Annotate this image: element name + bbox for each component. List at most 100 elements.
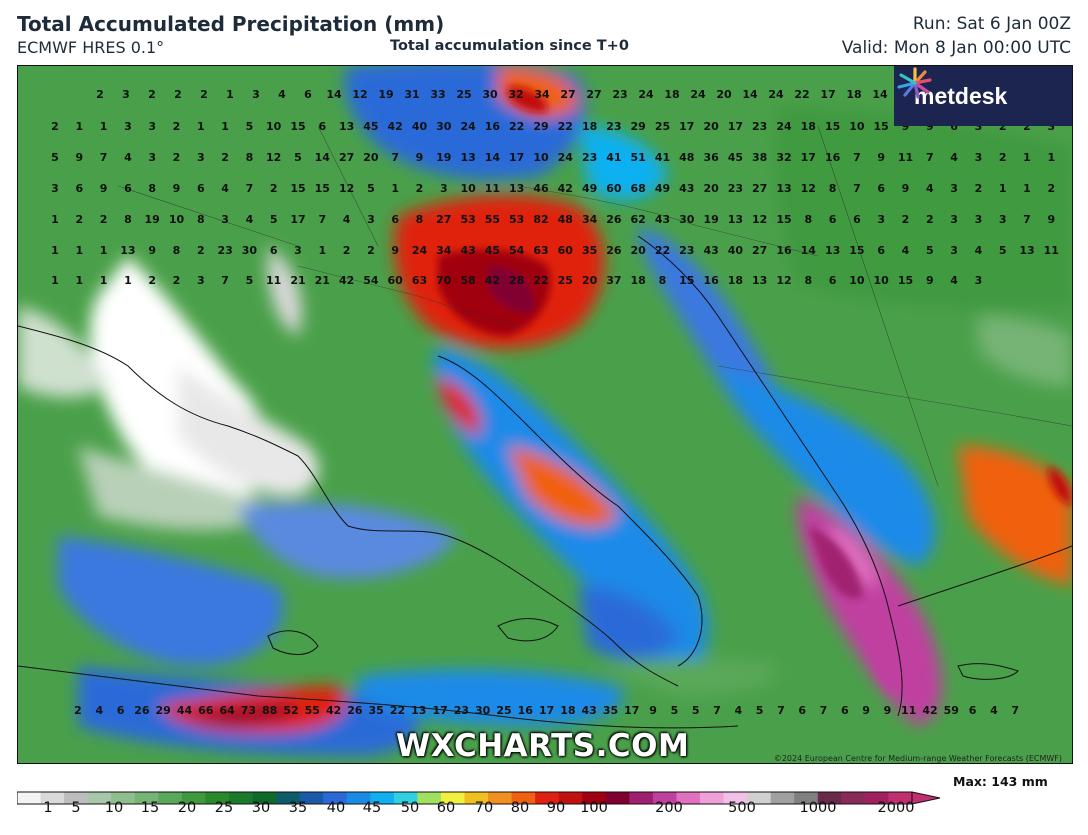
map-value-label: 24: [460, 120, 476, 133]
map-value-label: 16: [776, 244, 792, 257]
map-value-label: 18: [846, 88, 861, 101]
map-value-label: 2: [51, 120, 59, 133]
map-value-label: 2: [74, 704, 82, 717]
map-value-label: 4: [343, 213, 351, 226]
map-value-label: 1: [391, 182, 399, 195]
map-value-label: 7: [1011, 704, 1019, 717]
map-value-label: 3: [950, 182, 958, 195]
map-value-label: 6: [117, 704, 125, 717]
map-value-label: 48: [679, 151, 694, 164]
legend-swatch: [629, 792, 654, 804]
map-value-label: 4: [975, 244, 983, 257]
map-value-label: 24: [412, 244, 428, 257]
map-value-label: 2: [173, 151, 181, 164]
map-value-label: 15: [825, 120, 840, 133]
map-value-label: 13: [825, 244, 840, 257]
map-value-label: 3: [148, 120, 156, 133]
map-value-label: 29: [631, 120, 646, 133]
map-value-label: 34: [534, 88, 550, 101]
legend-tick-label: 2000: [877, 800, 915, 816]
map-value-label: 54: [363, 274, 379, 287]
map-value-label: 24: [690, 88, 706, 101]
map-value-label: 23: [728, 182, 743, 195]
map-value-label: 3: [950, 244, 958, 257]
map-value-label: 20: [582, 274, 598, 287]
map-value-label: 8: [416, 213, 424, 226]
legend-swatch: [134, 792, 159, 804]
map-value-label: 55: [485, 213, 500, 226]
legend-tick-label: 1: [43, 800, 53, 816]
map-value-label: 48: [558, 213, 573, 226]
run-label: Run: Sat 6 Jan 00Z: [912, 14, 1071, 34]
color-legend: [17, 791, 941, 805]
map-value-label: 46: [533, 182, 549, 195]
map-value-label: 18: [631, 274, 646, 287]
map-value-label: 19: [703, 213, 718, 226]
map-value-label: 38: [752, 151, 767, 164]
legend-swatch: [276, 792, 301, 804]
map-value-label: 33: [430, 88, 445, 101]
legend-swatch: [299, 792, 324, 804]
legend-swatch: [700, 792, 725, 804]
map-value-label: 26: [134, 704, 150, 717]
map-value-label: 23: [612, 88, 627, 101]
map-value-label: 22: [655, 244, 670, 257]
map-value-label: 8: [173, 244, 181, 257]
map-value-label: 18: [664, 88, 679, 101]
map-value-label: 8: [148, 182, 156, 195]
legend-tick-label: 60: [436, 800, 456, 816]
legend-tick-label: 80: [510, 800, 530, 816]
map-value-label: 42: [558, 182, 573, 195]
map-value-label: 30: [482, 88, 498, 101]
map-value-label: 17: [539, 704, 554, 717]
map-value-label: 27: [586, 88, 601, 101]
map-value-label: 6: [197, 182, 205, 195]
map-value-label: 35: [582, 244, 597, 257]
map-value-label: 23: [582, 151, 597, 164]
map-value-label: 6: [318, 120, 326, 133]
map-value-label: 4: [734, 704, 742, 717]
map-value-label: 30: [679, 213, 695, 226]
map-value-label: 1: [75, 244, 83, 257]
map-value-label: 2: [221, 151, 229, 164]
map-value-label: 32: [776, 151, 791, 164]
map-value-label: 2: [173, 274, 181, 287]
map-value-label: 7: [246, 182, 254, 195]
map-value-label: 3: [51, 182, 59, 195]
map-value-label: 12: [752, 213, 767, 226]
map-value-label: 16: [485, 120, 501, 133]
legend-swatch: [511, 792, 536, 804]
map-value-label: 2: [926, 213, 934, 226]
map-value-label: 10: [849, 120, 865, 133]
map-value-label: 25: [496, 704, 511, 717]
map-value-label: 3: [975, 151, 983, 164]
map-value-label: 18: [560, 704, 575, 717]
map-value-label: 16: [703, 274, 719, 287]
map-value-label: 10: [849, 274, 865, 287]
legend-tick-label: 15: [140, 800, 160, 816]
map-value-label: 5: [246, 274, 254, 287]
map-value-label: 43: [679, 182, 694, 195]
legend-swatch: [17, 792, 42, 804]
copyright-notice: ©2024 European Centre for Medium-range W…: [773, 754, 1062, 763]
map-value-label: 6: [829, 274, 837, 287]
map-value-label: 37: [606, 274, 621, 287]
map-value-label: 59: [944, 704, 959, 717]
map-value-label: 62: [631, 213, 646, 226]
map-value-label: 3: [197, 151, 205, 164]
map-value-label: 23: [752, 120, 767, 133]
map-value-label: 14: [872, 88, 888, 101]
legend-swatch: [205, 792, 230, 804]
map-value-label: 63: [412, 274, 427, 287]
map-value-label: 13: [339, 120, 354, 133]
map-value-label: 13: [1019, 244, 1034, 257]
legend-tick-label: 30: [251, 800, 271, 816]
map-value-label: 2: [999, 151, 1007, 164]
legend-swatch: [582, 792, 607, 804]
map-value-label: 22: [533, 274, 548, 287]
map-value-label: 9: [926, 120, 934, 133]
legend-swatch: [64, 792, 89, 804]
map-value-label: 73: [241, 704, 256, 717]
map-value-label: 1: [75, 274, 83, 287]
map-value-label: 13: [509, 182, 524, 195]
